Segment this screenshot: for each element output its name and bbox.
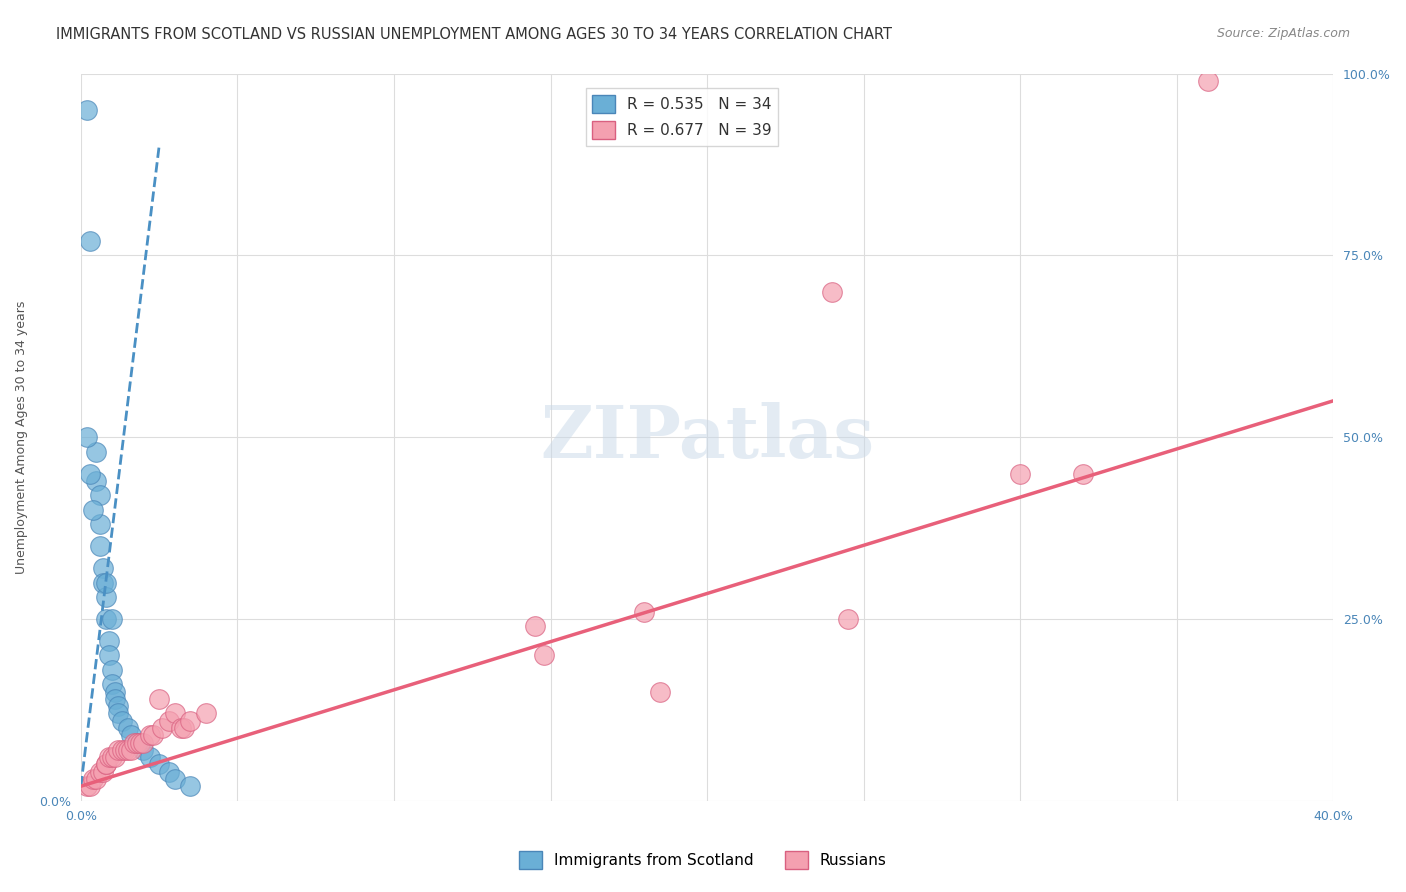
Point [150, 721, 173, 735]
Point [76, 430, 98, 444]
Point [86, 474, 108, 488]
Point [837, 612, 859, 626]
Point [107, 743, 129, 757]
Point [79, 779, 101, 793]
Point [89, 517, 111, 532]
Point [132, 743, 155, 757]
Point [101, 750, 124, 764]
Point [127, 735, 149, 749]
Text: ZIPatlas: ZIPatlas [540, 401, 875, 473]
Point [104, 750, 127, 764]
Point [117, 721, 139, 735]
Point [179, 779, 201, 793]
Point [120, 743, 142, 757]
Point [91, 764, 114, 779]
Point [138, 728, 160, 742]
Point [142, 728, 165, 742]
Point [157, 764, 180, 779]
Point [89, 764, 111, 779]
Y-axis label: Unemployment Among Ages 30 to 34 years: Unemployment Among Ages 30 to 34 years [15, 301, 28, 574]
Point [110, 714, 132, 728]
Point [79, 467, 101, 481]
Point [82, 772, 104, 786]
Point [76, 103, 98, 117]
Point [76, 779, 98, 793]
Point [650, 684, 672, 698]
Point [120, 728, 142, 742]
Point [533, 648, 555, 663]
Point [821, 285, 844, 299]
Point [94, 590, 117, 604]
Point [82, 503, 104, 517]
Point [86, 772, 108, 786]
Point [94, 575, 117, 590]
Point [129, 735, 152, 749]
Point [79, 234, 101, 248]
Point [138, 750, 160, 764]
Point [98, 633, 121, 648]
Point [101, 677, 124, 691]
Point [98, 750, 121, 764]
Point [91, 575, 114, 590]
Point [1197, 74, 1219, 88]
Text: IMMIGRANTS FROM SCOTLAND VS RUSSIAN UNEMPLOYMENT AMONG AGES 30 TO 34 YEARS CORRE: IMMIGRANTS FROM SCOTLAND VS RUSSIAN UNEM… [56, 27, 893, 42]
Point [633, 605, 655, 619]
Point [117, 743, 139, 757]
Point [127, 735, 149, 749]
Legend: R = 0.535   N = 34, R = 0.677   N = 39: R = 0.535 N = 34, R = 0.677 N = 39 [586, 88, 778, 145]
Point [94, 757, 117, 772]
Point [179, 714, 201, 728]
Point [107, 699, 129, 714]
Point [91, 561, 114, 575]
Point [148, 757, 170, 772]
Point [104, 684, 127, 698]
Point [89, 539, 111, 553]
Point [94, 612, 117, 626]
Point [157, 714, 180, 728]
Legend: Immigrants from Scotland, Russians: Immigrants from Scotland, Russians [513, 845, 893, 875]
Point [163, 706, 186, 721]
Point [132, 735, 155, 749]
Point [110, 743, 132, 757]
Point [1071, 467, 1094, 481]
Point [114, 743, 136, 757]
Point [104, 692, 127, 706]
Text: Source: ZipAtlas.com: Source: ZipAtlas.com [1216, 27, 1350, 40]
Point [101, 663, 124, 677]
Point [163, 772, 186, 786]
Point [122, 735, 145, 749]
Point [523, 619, 546, 633]
Point [86, 444, 108, 458]
Point [173, 721, 195, 735]
Point [1010, 467, 1032, 481]
Point [101, 612, 124, 626]
Point [89, 488, 111, 502]
Point [195, 706, 218, 721]
Point [107, 706, 129, 721]
Point [170, 721, 193, 735]
Point [94, 757, 117, 772]
Point [98, 648, 121, 663]
Point [148, 692, 170, 706]
